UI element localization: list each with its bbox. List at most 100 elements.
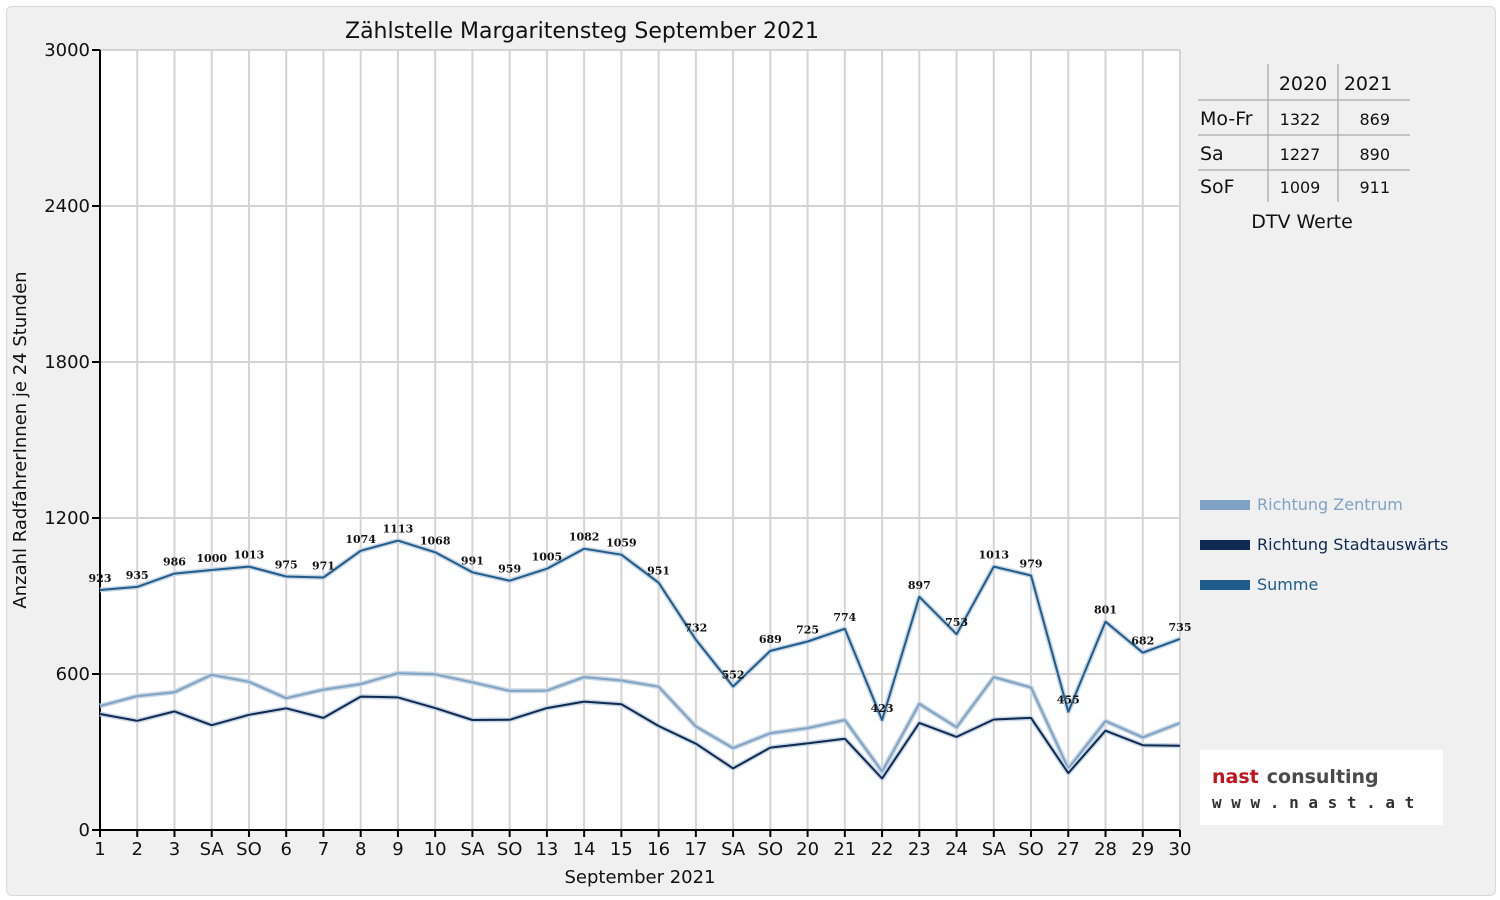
x-tick-label: 29 <box>1131 839 1154 860</box>
logo-url: w w w . n a s t . a t <box>1212 793 1414 812</box>
x-tick-label: 15 <box>610 839 633 860</box>
x-tick-label: 2 <box>132 839 143 860</box>
axes <box>92 49 1181 837</box>
x-tick-label: 3 <box>169 839 180 860</box>
data-label: 753 <box>945 616 968 629</box>
x-tick-label: SA <box>200 839 225 860</box>
data-label: 801 <box>1094 604 1117 617</box>
x-tick-label: SO <box>236 839 262 860</box>
dtv-row-label: Sa <box>1200 143 1224 165</box>
legend-label-stadtauswaerts: Richtung Stadtauswärts <box>1257 535 1448 554</box>
data-label: 1068 <box>420 534 451 547</box>
dtv-row-label: Mo-Fr <box>1200 108 1253 130</box>
series-line <box>99 539 1181 721</box>
data-label: 689 <box>759 633 782 646</box>
legend-swatch-zentrum <box>1200 500 1250 510</box>
plot-area <box>100 50 1180 830</box>
x-tick-label: SA <box>460 839 485 860</box>
data-label: 986 <box>163 556 186 569</box>
data-label: 935 <box>126 569 149 582</box>
x-tick-label: 30 <box>1169 839 1192 860</box>
x-tick-label: 20 <box>796 839 819 860</box>
data-label: 979 <box>1020 557 1043 570</box>
x-tick-label: 10 <box>424 839 447 860</box>
data-label: 1059 <box>606 537 637 550</box>
data-label: 423 <box>871 702 894 715</box>
x-tick-label: 1 <box>94 839 105 860</box>
data-label: 971 <box>312 560 335 573</box>
series-line <box>99 672 1181 773</box>
dtv-row-label: SoF <box>1200 176 1235 198</box>
y-tick-label: 600 <box>56 664 90 685</box>
data-labels: 923 935 986 1000 1013 975 971 1074 1113 1068 991 95… <box>89 523 1192 715</box>
dtv-table: 2020 2021 Mo-Fr 1322 869 Sa 1227 890 SoF… <box>1198 64 1410 233</box>
legend-swatch-stadtauswaerts <box>1200 540 1250 550</box>
y-tick-labels: 0 600 1200 1800 2400 3000 <box>44 40 90 841</box>
data-label: 1082 <box>569 531 600 544</box>
legend-label-zentrum: Richtung Zentrum <box>1257 495 1403 514</box>
y-tick-label: 3000 <box>44 40 90 61</box>
x-tick-label: 23 <box>908 839 931 860</box>
x-tick-label: 21 <box>833 839 856 860</box>
nast-consulting-logo: nast consulting w w w . n a s t . a t <box>1200 750 1443 825</box>
data-label: 959 <box>498 563 521 576</box>
y-tick-label: 2400 <box>44 196 90 217</box>
data-label: 1005 <box>532 551 563 564</box>
y-tick-label: 1800 <box>44 352 90 373</box>
y-tick-label: 1200 <box>44 508 90 529</box>
x-tick-label: SO <box>758 839 784 860</box>
x-tick-labels: 1 2 3 SA SO 6 7 8 9 10 SA SO 13 14 15 16 17 SA SO 20 21 22 23 2… <box>94 839 1191 860</box>
x-tick-label: 24 <box>945 839 968 860</box>
dtv-cell: 869 <box>1359 110 1390 129</box>
x-tick-label: 13 <box>535 839 558 860</box>
logo-background <box>1200 750 1443 825</box>
data-label: 732 <box>684 622 707 635</box>
data-label: 1013 <box>978 549 1009 562</box>
dtv-col-header-2021: 2021 <box>1344 73 1392 95</box>
data-label: 991 <box>461 554 484 567</box>
x-tick-label: SA <box>982 839 1007 860</box>
data-label: 682 <box>1131 635 1154 648</box>
x-tick-label: 22 <box>871 839 894 860</box>
legend: Richtung Zentrum Richtung Stadtauswärts … <box>1200 495 1448 594</box>
legend-swatch-summe <box>1200 580 1250 590</box>
x-tick-label: 8 <box>355 839 366 860</box>
series-lines <box>99 538 1181 781</box>
data-label: 897 <box>908 579 931 592</box>
chart-title: Zählstelle Margaritensteg September 2021 <box>345 19 819 44</box>
dtv-cell: 1009 <box>1280 178 1321 197</box>
data-label: 735 <box>1169 621 1192 634</box>
data-label: 1113 <box>383 523 414 536</box>
x-tick-label: 16 <box>647 839 670 860</box>
dtv-cell: 890 <box>1359 145 1390 164</box>
data-label: 1013 <box>234 549 265 562</box>
y-tick-label: 0 <box>79 820 90 841</box>
legend-label-summe: Summe <box>1257 575 1318 594</box>
data-label: 725 <box>796 624 819 637</box>
logo-text: nast consulting <box>1212 766 1379 788</box>
x-tick-label: 14 <box>573 839 596 860</box>
x-tick-label: 28 <box>1094 839 1117 860</box>
dtv-cell: 1322 <box>1280 110 1321 129</box>
dtv-cell: 1227 <box>1280 145 1321 164</box>
x-tick-label: 27 <box>1057 839 1080 860</box>
data-label: 951 <box>647 565 670 578</box>
data-label: 1000 <box>196 552 227 565</box>
x-tick-label: 9 <box>392 839 403 860</box>
x-axis-label: September 2021 <box>564 867 715 888</box>
dtv-col-header-2020: 2020 <box>1279 73 1327 95</box>
data-label: 552 <box>722 668 745 681</box>
data-label: 774 <box>833 611 856 624</box>
x-tick-label: SO <box>497 839 523 860</box>
series-line <box>99 695 1181 780</box>
x-tick-label: 6 <box>280 839 291 860</box>
data-label: 455 <box>1057 694 1080 707</box>
dtv-caption: DTV Werte <box>1251 211 1353 233</box>
x-tick-label: SA <box>721 839 746 860</box>
y-axis-label: Anzahl RadfahrerInnen je 24 Stunden <box>10 271 31 608</box>
x-tick-label: SO <box>1018 839 1044 860</box>
data-label: 975 <box>275 559 298 572</box>
x-tick-label: 17 <box>684 839 707 860</box>
data-label: 923 <box>89 572 112 585</box>
